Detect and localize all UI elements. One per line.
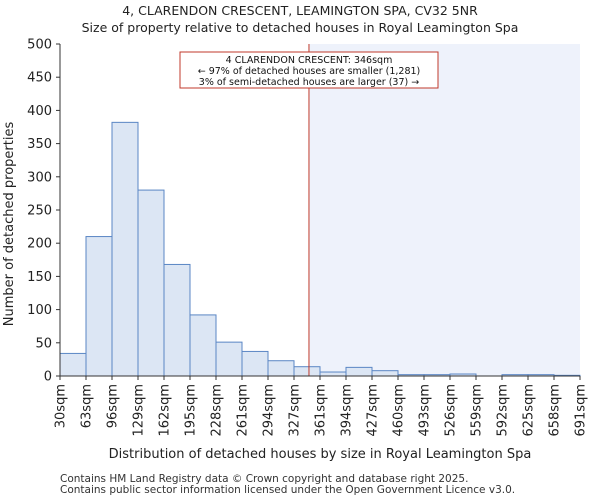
x-tick-label: 592sqm [496,384,511,437]
annotation-line-3: 3% of semi-detached houses are larger (3… [199,77,419,88]
bar [293,366,321,377]
x-tick-label: 195sqm [184,384,199,437]
bars-group [59,121,581,377]
bar [345,366,373,377]
y-tick-label: 100 [27,303,52,318]
annotation-line-1: 4 CLARENDON CRESCENT: 346sqm [226,55,393,66]
x-axis-title: Distribution of detached houses by size … [109,447,532,462]
y-tick-label: 200 [27,237,52,252]
bar [241,350,269,377]
bar [215,341,243,377]
chart-title: 4, CLARENDON CRESCENT, LEAMINGTON SPA, C… [122,3,478,18]
x-tick-label: 30sqm [54,384,69,428]
y-tick-label: 300 [27,170,52,185]
y-tick-label: 250 [27,204,52,219]
bar [189,314,217,377]
x-tick-label: 96sqm [106,384,121,428]
bar [137,189,165,377]
x-tick-label: 327sqm [288,384,303,437]
y-tick-label: 450 [27,71,52,86]
x-tick-label: 261sqm [236,384,251,437]
axes-group: 0 50 100 150 200 250 300 350 400 450 500 30sqm 63sqm… [27,38,588,437]
y-axis-title: Number of detached properties [2,122,17,327]
x-tick-label: 162sqm [158,384,173,437]
bar [163,263,191,377]
x-tick-label: 559sqm [470,384,485,437]
y-tick-label: 400 [27,104,52,119]
annotation-box: 4 CLARENDON CRESCENT: 346sqm ← 97% of de… [179,51,439,89]
footer-line-1: Contains HM Land Registry data © Crown c… [60,473,469,485]
x-tick-label: 526sqm [444,384,459,437]
annotation-line-2: ← 97% of detached houses are smaller (1,… [198,66,421,77]
x-tick-label: 691sqm [574,384,589,437]
x-tick-label: 129sqm [132,384,147,437]
x-tick-label: 361sqm [314,384,329,437]
bar [267,360,295,377]
x-tick-label: 228sqm [210,384,225,437]
bar [371,370,399,377]
bar [59,352,87,377]
highlight-region [308,44,580,376]
bar [319,371,347,377]
x-tick-label: 63sqm [80,384,95,428]
x-tick-label: 625sqm [522,384,537,437]
bar [85,236,113,377]
y-tick-label: 50 [35,336,52,351]
footer-line-2: Contains public sector information licen… [60,484,516,496]
y-tick-label: 150 [27,270,52,285]
bar [111,121,139,377]
x-tick-label: 493sqm [418,384,433,437]
x-tick-label: 460sqm [392,384,407,437]
x-tick-label: 394sqm [340,384,355,437]
y-tick-label: 350 [27,137,52,152]
x-tick-label: 658sqm [548,384,563,437]
x-tick-label: 294sqm [262,384,277,437]
x-tick-label: 427sqm [366,384,381,437]
chart-subtitle: Size of property relative to detached ho… [81,20,519,35]
annotation-frame [179,51,439,89]
y-tick-label: 0 [44,370,52,385]
y-tick-label: 500 [27,38,52,53]
